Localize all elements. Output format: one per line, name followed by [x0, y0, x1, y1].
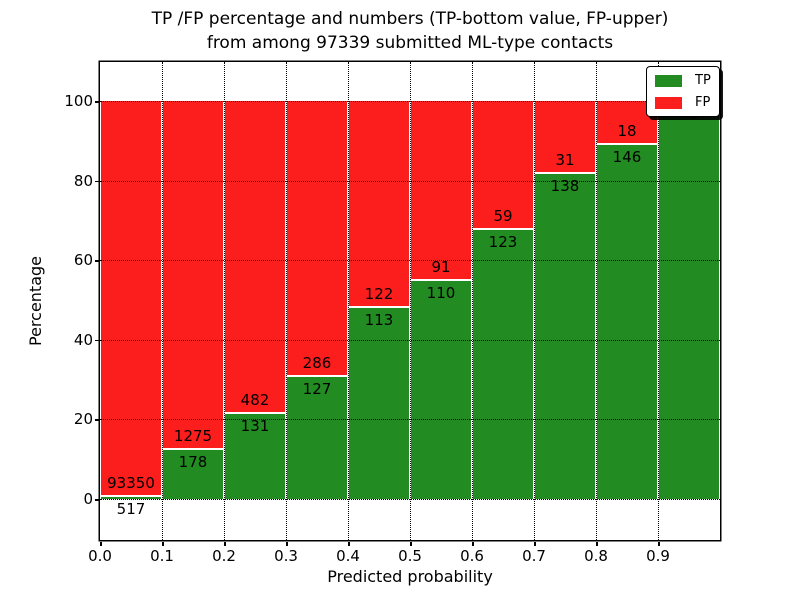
- y-axis-tick: [94, 180, 99, 183]
- chart-title-line2: from among 97339 submitted ML-type conta…: [206, 33, 614, 53]
- x-axis-tick: [410, 542, 412, 546]
- x-axis-tick: [348, 542, 350, 546]
- fp-count-label: 91: [431, 258, 451, 277]
- vertical-gridline: [534, 62, 535, 540]
- tp-bar-segment: [225, 413, 285, 499]
- vertical-gridline: [658, 62, 659, 540]
- legend-item: TP: [655, 73, 711, 88]
- tp-legend-swatch: [655, 74, 682, 87]
- legend: TP FP: [646, 66, 720, 117]
- tp-bar-segment: [411, 281, 471, 499]
- fp-bar-segment: [473, 101, 533, 231]
- y-tick-label: 100: [64, 92, 93, 110]
- tp-bar-segment: [349, 307, 409, 499]
- tp-count-label: 131: [240, 416, 270, 435]
- vertical-gridline: [472, 62, 473, 540]
- legend-item-label: TP: [695, 73, 711, 88]
- tp-bar-segment: [597, 144, 657, 499]
- y-tick-label: 40: [73, 330, 93, 349]
- y-tick-label: 20: [73, 410, 93, 429]
- x-axis-tick: [472, 542, 474, 546]
- fp-bar-segment: [411, 101, 471, 282]
- fp-count-label: 482: [240, 390, 270, 409]
- vertical-gridline: [410, 62, 411, 540]
- tp-count-label: 517: [116, 499, 146, 518]
- tp-count-label: 178: [178, 453, 208, 472]
- fp-count-label: 18: [617, 121, 637, 140]
- tp-count-label: 138: [550, 177, 580, 195]
- x-tick-label: 0.3: [274, 547, 298, 565]
- x-tick-label: 0.5: [398, 547, 422, 565]
- x-tick-label: 0.0: [88, 547, 112, 565]
- fp-bar-segment: [101, 101, 161, 497]
- tp-count-label: 110: [426, 284, 456, 303]
- vertical-gridline: [596, 62, 597, 540]
- tp-bar-segment: [659, 101, 719, 499]
- x-axis-label: Predicted probability: [327, 567, 493, 586]
- x-tick-label: 0.1: [150, 547, 174, 565]
- fp-bar-segment: [287, 101, 347, 377]
- fp-count-label: 31: [555, 151, 575, 169]
- legend-item: FP: [655, 95, 711, 110]
- horizontal-gridline: [100, 419, 720, 421]
- fp-bar-segment: [225, 101, 285, 414]
- x-tick-label: 0.9: [646, 547, 670, 565]
- fp-bar-segment: [349, 101, 409, 308]
- x-tick-label: 0.6: [460, 547, 484, 565]
- y-axis-label: Percentage: [26, 256, 45, 347]
- chart-title: TP /FP percentage and numbers (TP-bottom…: [100, 7, 720, 55]
- x-axis-tick: [224, 542, 226, 546]
- horizontal-gridline: [100, 260, 720, 262]
- x-axis-tick: [596, 542, 598, 546]
- y-tick-label: 80: [73, 171, 93, 190]
- horizontal-gridline: [100, 180, 720, 182]
- y-axis-tick: [94, 260, 99, 262]
- x-tick-label: 0.7: [522, 547, 546, 565]
- fp-count-label: 122: [364, 284, 394, 303]
- chart-title-line1: TP /FP percentage and numbers (TP-bottom…: [151, 9, 669, 29]
- fp-count-label: 1275: [173, 427, 213, 446]
- y-axis-tick: [94, 419, 99, 421]
- fp-legend-swatch: [655, 96, 682, 109]
- fp-count-label: 93350: [107, 473, 155, 492]
- vertical-gridline: [162, 62, 163, 540]
- tp-count-label: 113: [364, 310, 394, 329]
- x-axis-tick: [534, 542, 536, 546]
- fp-count-label: 59: [493, 207, 513, 226]
- horizontal-gridline: [100, 101, 720, 102]
- fp-count-label: 286: [302, 353, 332, 372]
- tp-bar-segment: [101, 496, 161, 499]
- x-axis-tick: [658, 542, 660, 546]
- x-axis-tick: [100, 542, 102, 546]
- x-tick-label: 0.2: [212, 547, 236, 565]
- x-axis-tick: [286, 542, 288, 546]
- vertical-gridline: [348, 62, 349, 540]
- y-axis-tick: [94, 101, 99, 103]
- fp-bar-segment: [535, 101, 595, 174]
- plot-area: 93350 517 1275 178 482 131 286 127 122 113 91 110 59…: [100, 62, 720, 540]
- y-axis-tick: [94, 339, 99, 342]
- horizontal-gridline: [100, 339, 720, 341]
- vertical-gridline: [286, 62, 287, 540]
- x-tick-label: 0.4: [336, 547, 360, 565]
- y-axis-tick: [94, 499, 99, 501]
- tp-count-label: 146: [612, 147, 642, 166]
- tp-count-label: 123: [488, 233, 518, 252]
- tp-bar-segment: [287, 376, 347, 499]
- vertical-gridline: [224, 62, 225, 540]
- tp-bar-segment: [535, 174, 595, 499]
- tp-count-label: 127: [302, 379, 332, 398]
- tp-bar-segment: [473, 230, 533, 499]
- x-tick-label: 0.8: [584, 547, 608, 565]
- horizontal-gridline: [100, 499, 720, 500]
- y-tick-label: 60: [73, 251, 93, 270]
- x-axis-tick: [162, 542, 164, 546]
- tp-bar-segment: [163, 450, 223, 499]
- legend-item-label: FP: [695, 95, 711, 110]
- fp-bar-segment: [163, 101, 223, 451]
- y-tick-label: 0: [83, 490, 93, 508]
